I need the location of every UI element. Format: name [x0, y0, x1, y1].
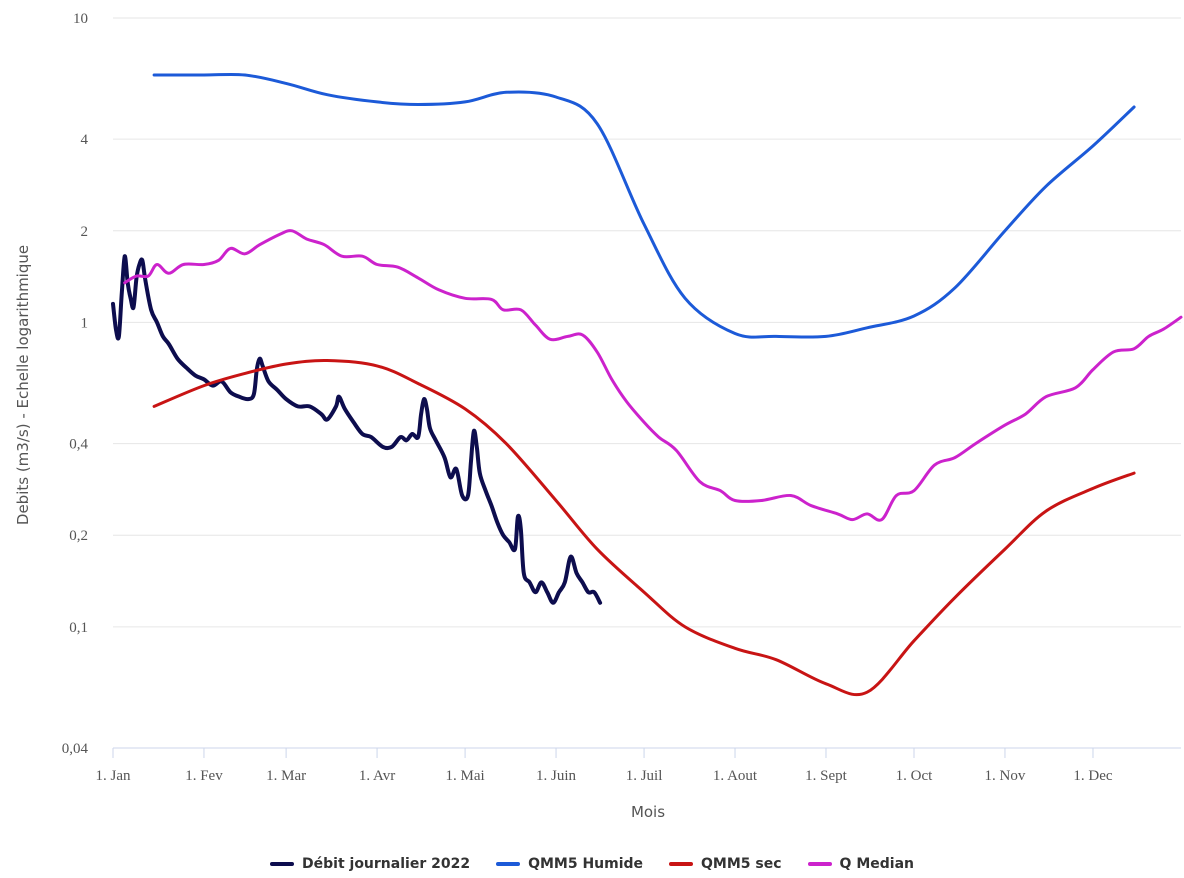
x-tick-label: 1. Avr [359, 768, 395, 784]
legend-swatch [669, 862, 694, 866]
legend-swatch [270, 862, 295, 866]
y-tick-label: 10 [73, 11, 88, 27]
series [111, 72, 1183, 697]
y-tick-label: 2 [81, 224, 89, 240]
legend-item-q-median[interactable]: Q Median [807, 856, 914, 872]
x-tick-label: 1. Aout [713, 768, 758, 784]
x-tick-label: 1. Oct [896, 768, 933, 784]
y-tick-label: 0,1 [69, 620, 88, 636]
legend-label: Débit journalier 2022 [302, 856, 471, 872]
legend-item-qmm5-sec[interactable]: QMM5 sec [669, 856, 782, 872]
x-tick-label: 1. Jan [96, 768, 131, 784]
x-axis-title: Mois [631, 803, 665, 821]
legend: Débit journalier 2022 QMM5 Humide QMM5 sec… [0, 856, 1184, 872]
legend-swatch [807, 862, 832, 866]
x-tick-label: 1. Nov [985, 768, 1026, 784]
y-tick-label: 0,04 [62, 741, 89, 757]
x-tick-label: 1. Dec [1073, 768, 1112, 784]
y-tick-label: 0,2 [69, 528, 88, 544]
y-tick-label: 1 [81, 315, 89, 331]
x-tick-label: 1. Juin [536, 768, 577, 784]
x-tick-label: 1. Mar [266, 768, 306, 784]
legend-label: QMM5 Humide [528, 856, 644, 872]
x-tick-label: 1. Sept [805, 768, 848, 784]
series-line-q-median [123, 229, 1183, 522]
series-line-qmm5-sec [152, 358, 1136, 697]
legend-item-qmm5-humide[interactable]: QMM5 Humide [496, 856, 643, 872]
x-tick-label: 1. Fev [185, 768, 223, 784]
y-tick-label: 0,4 [69, 437, 88, 453]
legend-label: Q Median [839, 856, 914, 872]
x-tick-label: 1. Juil [626, 768, 663, 784]
y-tick-label: 4 [81, 132, 89, 148]
legend-swatch [496, 862, 521, 866]
legend-item-debit-journalier-2022[interactable]: Débit journalier 2022 [270, 856, 470, 872]
series-line-debit-journalier-2022 [111, 254, 603, 605]
series-line-qmm5-humide [152, 72, 1136, 339]
legend-label: QMM5 sec [701, 856, 782, 872]
y-axis-title: Debits (m3/s) - Echelle logarithmique [14, 245, 32, 525]
axes: 0,04 0,1 0,2 0,4 1 2 4 10 1. Jan 1. Fev 1. Mar 1. A… [62, 11, 1181, 784]
x-tick-label: 1. Mai [446, 768, 485, 784]
grid [113, 17, 1181, 749]
